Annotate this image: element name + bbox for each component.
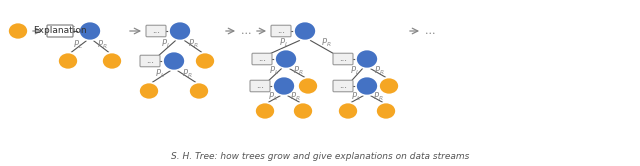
Text: $P_L$: $P_L$ bbox=[161, 37, 172, 50]
Text: ...: ... bbox=[425, 26, 435, 36]
Text: ...: ... bbox=[277, 27, 285, 35]
Ellipse shape bbox=[102, 52, 122, 70]
Ellipse shape bbox=[169, 22, 191, 41]
Ellipse shape bbox=[275, 49, 297, 69]
FancyBboxPatch shape bbox=[250, 80, 270, 92]
Text: $P_R$: $P_R$ bbox=[321, 37, 331, 49]
Ellipse shape bbox=[338, 102, 358, 120]
Text: $P_R$: $P_R$ bbox=[374, 64, 385, 77]
Text: $P_L$: $P_L$ bbox=[279, 37, 289, 49]
Ellipse shape bbox=[379, 78, 399, 94]
Text: S. H. Tree: how trees grow and give explanations on data streams: S. H. Tree: how trees grow and give expl… bbox=[171, 152, 469, 161]
Ellipse shape bbox=[273, 77, 295, 95]
Ellipse shape bbox=[294, 22, 316, 41]
Ellipse shape bbox=[163, 51, 185, 71]
Ellipse shape bbox=[189, 83, 209, 99]
Ellipse shape bbox=[298, 78, 318, 94]
Ellipse shape bbox=[356, 49, 378, 69]
Ellipse shape bbox=[376, 102, 396, 120]
Text: ...: ... bbox=[146, 57, 154, 65]
Ellipse shape bbox=[79, 22, 101, 41]
Text: ...: ... bbox=[152, 27, 160, 35]
Text: $P_L$: $P_L$ bbox=[269, 64, 279, 77]
Ellipse shape bbox=[293, 102, 313, 120]
Text: $P_L$: $P_L$ bbox=[268, 90, 278, 103]
Text: ...: ... bbox=[241, 26, 252, 36]
Text: ...: ... bbox=[256, 82, 264, 90]
Text: $P_L$: $P_L$ bbox=[350, 64, 360, 77]
Text: Explanation: Explanation bbox=[33, 27, 87, 36]
Text: $P_R$: $P_R$ bbox=[293, 64, 303, 77]
Text: $P_L$: $P_L$ bbox=[73, 38, 83, 51]
FancyBboxPatch shape bbox=[333, 80, 353, 92]
Ellipse shape bbox=[139, 83, 159, 99]
Text: $P_L$: $P_L$ bbox=[156, 67, 165, 80]
FancyBboxPatch shape bbox=[47, 25, 73, 37]
FancyBboxPatch shape bbox=[252, 53, 272, 65]
Text: ...: ... bbox=[339, 55, 347, 63]
Ellipse shape bbox=[356, 77, 378, 95]
Text: $P_R$: $P_R$ bbox=[373, 90, 384, 103]
Text: ...: ... bbox=[258, 55, 266, 63]
FancyBboxPatch shape bbox=[146, 25, 166, 37]
Text: $P_L$: $P_L$ bbox=[351, 90, 360, 103]
FancyBboxPatch shape bbox=[271, 25, 291, 37]
Text: $P_R$: $P_R$ bbox=[188, 37, 199, 50]
Text: ...: ... bbox=[339, 82, 347, 90]
Ellipse shape bbox=[255, 102, 275, 120]
Ellipse shape bbox=[195, 52, 215, 70]
FancyBboxPatch shape bbox=[333, 53, 353, 65]
Ellipse shape bbox=[8, 23, 28, 40]
Text: $P_R$: $P_R$ bbox=[97, 38, 108, 51]
FancyBboxPatch shape bbox=[140, 55, 160, 67]
Text: $P_R$: $P_R$ bbox=[290, 90, 301, 103]
Text: $P_R$: $P_R$ bbox=[182, 67, 193, 80]
Ellipse shape bbox=[58, 52, 78, 70]
